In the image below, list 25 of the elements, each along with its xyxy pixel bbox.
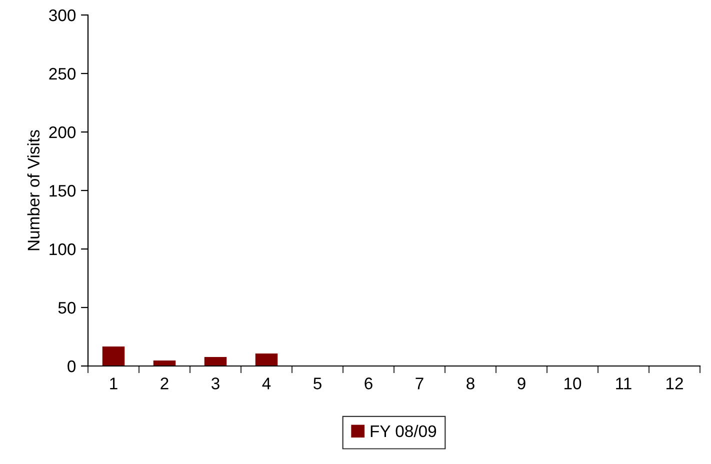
y-tick-label: 300 [49, 9, 76, 22]
bar [102, 346, 126, 366]
x-tick-label: 8 [466, 378, 474, 390]
x-tick-label: 6 [364, 378, 372, 390]
bar [152, 360, 176, 366]
x-tick-label: 1 [110, 378, 118, 390]
y-tick-label: 50 [58, 302, 76, 314]
y-axis-title: Number of Visits [27, 130, 40, 250]
y-tick-label: 150 [50, 184, 76, 197]
y-tick-label: 250 [49, 68, 76, 80]
x-tick-label: 4 [262, 378, 271, 390]
x-tick-label: 9 [518, 378, 526, 390]
y-tick-label: 0 [68, 360, 76, 372]
x-tick-label: 11 [616, 378, 632, 390]
x-tick-label: 2 [160, 378, 168, 390]
x-tick-label: 12 [666, 378, 683, 390]
x-tick-label: 7 [416, 378, 424, 390]
y-tick-label: 200 [49, 126, 76, 138]
x-tick-label: 10 [564, 378, 582, 390]
legend-label: FY 08/09 [370, 424, 436, 438]
x-tick-label: 3 [212, 378, 220, 390]
x-tick-label: 5 [314, 378, 322, 390]
y-tick-label: 100 [50, 243, 76, 256]
bar [254, 352, 278, 366]
bar [204, 356, 228, 366]
